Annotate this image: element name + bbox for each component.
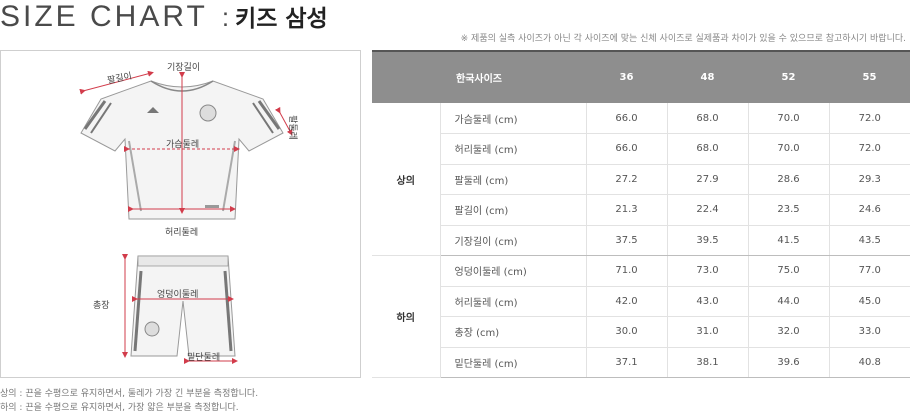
title-separator: : [221, 2, 230, 32]
footnote-bottom: 하의 : 끈을 수평으로 유지하면서, 가장 얇은 부분을 측정합니다. [0, 403, 239, 413]
size-value: 77.0 [829, 255, 910, 287]
size-value: 73.0 [667, 255, 749, 287]
size-table-body: 상의 가슴둘레 (cm) 66.0 68.0 70.0 72.0 허리둘레 (cm) 66.0… [372, 103, 910, 378]
size-value: 27.2 [586, 164, 668, 195]
size-value: 40.8 [829, 347, 910, 378]
measurement-label: 가슴둘레 (cm) [440, 103, 587, 134]
size-value: 70.0 [748, 103, 830, 134]
size-value: 28.6 [748, 164, 830, 195]
size-table-header: 한국사이즈 36 48 52 55 [372, 50, 910, 103]
measurement-label: 밑단둘레 (cm) [440, 347, 587, 378]
header-size-52: 52 [748, 50, 829, 103]
size-value: 39.6 [748, 347, 830, 378]
table-row: 팔길이 (cm) 21.3 22.4 23.5 24.6 [372, 194, 910, 226]
size-value: 29.3 [829, 164, 910, 195]
table-row: 상의 가슴둘레 (cm) 66.0 68.0 70.0 72.0 [372, 103, 910, 256]
table-row: 밑단둘레 (cm) 37.1 38.1 39.6 40.8 [372, 347, 910, 378]
size-value: 66.0 [586, 103, 668, 134]
table-row: 팔둘레 (cm) 27.2 27.9 28.6 29.3 [372, 164, 910, 195]
size-value: 37.5 [586, 225, 668, 256]
size-value: 41.5 [748, 225, 830, 256]
label-total-length: 기장길이 [167, 63, 201, 73]
size-value: 24.6 [829, 194, 910, 226]
header-size-55: 55 [829, 50, 910, 103]
size-value: 66.0 [586, 133, 668, 165]
size-value: 23.5 [748, 194, 830, 226]
size-value: 22.4 [667, 194, 749, 226]
size-notice: ※ 제품의 실측 사이즈가 아닌 각 사이즈에 맞는 신체 사이즈로 실제품과 … [460, 34, 906, 44]
size-value: 68.0 [667, 133, 749, 165]
measurement-label: 총장 (cm) [440, 316, 587, 348]
size-value: 70.0 [748, 133, 830, 165]
measurement-diagram: 팔길이 기장길이 팔둘레 가슴둘레 허리둘레 엉덩이둘레 총장 밑단둘레 [0, 50, 361, 378]
size-value: 43.0 [667, 286, 749, 317]
size-value: 44.0 [748, 286, 830, 317]
title-korean: 키즈 삼성 [235, 6, 328, 32]
size-value: 42.0 [586, 286, 668, 317]
group-label: 상의 [372, 103, 441, 256]
size-value: 43.5 [829, 225, 910, 256]
size-table: 한국사이즈 36 48 52 55 상의 가슴둘레 (cm) 66.0 68.0 70.0 72.… [372, 50, 910, 378]
table-row: 허리둘레 (cm) 42.0 43.0 44.0 45.0 [372, 286, 910, 317]
size-value: 30.0 [586, 316, 668, 348]
size-value: 37.1 [586, 347, 668, 378]
header-size-48: 48 [667, 50, 748, 103]
measurement-label: 허리둘레 (cm) [440, 133, 587, 165]
size-value: 45.0 [829, 286, 910, 317]
measurement-label: 팔둘레 (cm) [440, 164, 587, 195]
size-value: 21.3 [586, 194, 668, 226]
label-arm-girth: 팔둘레 [286, 115, 297, 140]
measurement-label: 팔길이 (cm) [440, 194, 587, 226]
size-value: 71.0 [586, 255, 668, 287]
footnote-top: 상의 : 끈을 수평으로 유지하면서, 둘레가 가장 긴 부분을 측정합니다. [0, 389, 259, 399]
size-value: 32.0 [748, 316, 830, 348]
size-value: 31.0 [667, 316, 749, 348]
size-value: 75.0 [748, 255, 830, 287]
measurement-label: 엉덩이둘레 (cm) [440, 255, 587, 287]
table-row: 하의 엉덩이둘레 (cm) 71.0 73.0 75.0 77.0 [372, 255, 910, 378]
table-row: 기장길이 (cm) 37.5 39.5 41.5 43.5 [372, 225, 910, 256]
size-table-container: 한국사이즈 36 48 52 55 상의 가슴둘레 (cm) 66.0 68.0 70.0 72.… [372, 50, 910, 378]
label-hem: 밑단둘레 [187, 353, 221, 363]
label-waist-top: 허리둘레 [165, 228, 199, 238]
title-english: SIZE CHART [0, 0, 208, 33]
size-value: 27.9 [667, 164, 749, 195]
table-row: 허리둘레 (cm) 66.0 68.0 70.0 72.0 [372, 133, 910, 165]
size-value: 39.5 [667, 225, 749, 256]
measurement-label: 허리둘레 (cm) [440, 286, 587, 317]
header-size-36: 36 [586, 50, 667, 103]
measurement-label: 기장길이 (cm) [440, 225, 587, 256]
size-value: 33.0 [829, 316, 910, 348]
label-chest: 가슴둘레 [166, 140, 200, 150]
label-hip: 엉덩이둘레 [157, 290, 199, 300]
uniform-illustration [79, 70, 293, 364]
header-row: 한국사이즈 36 48 52 55 [372, 50, 910, 103]
size-value: 72.0 [829, 133, 910, 165]
size-value: 38.1 [667, 347, 749, 378]
measurement-lines [79, 70, 293, 364]
label-pants-length: 총장 [93, 301, 110, 311]
size-value: 68.0 [667, 103, 749, 134]
size-value: 72.0 [829, 103, 910, 134]
group-label: 하의 [372, 255, 441, 378]
table-row: 총장 (cm) 30.0 31.0 32.0 33.0 [372, 316, 910, 348]
page-title: SIZE CHART: 키즈 삼성 [0, 0, 328, 34]
header-korean-size: 한국사이즈 [372, 50, 586, 103]
shorts-illustration [130, 255, 236, 357]
